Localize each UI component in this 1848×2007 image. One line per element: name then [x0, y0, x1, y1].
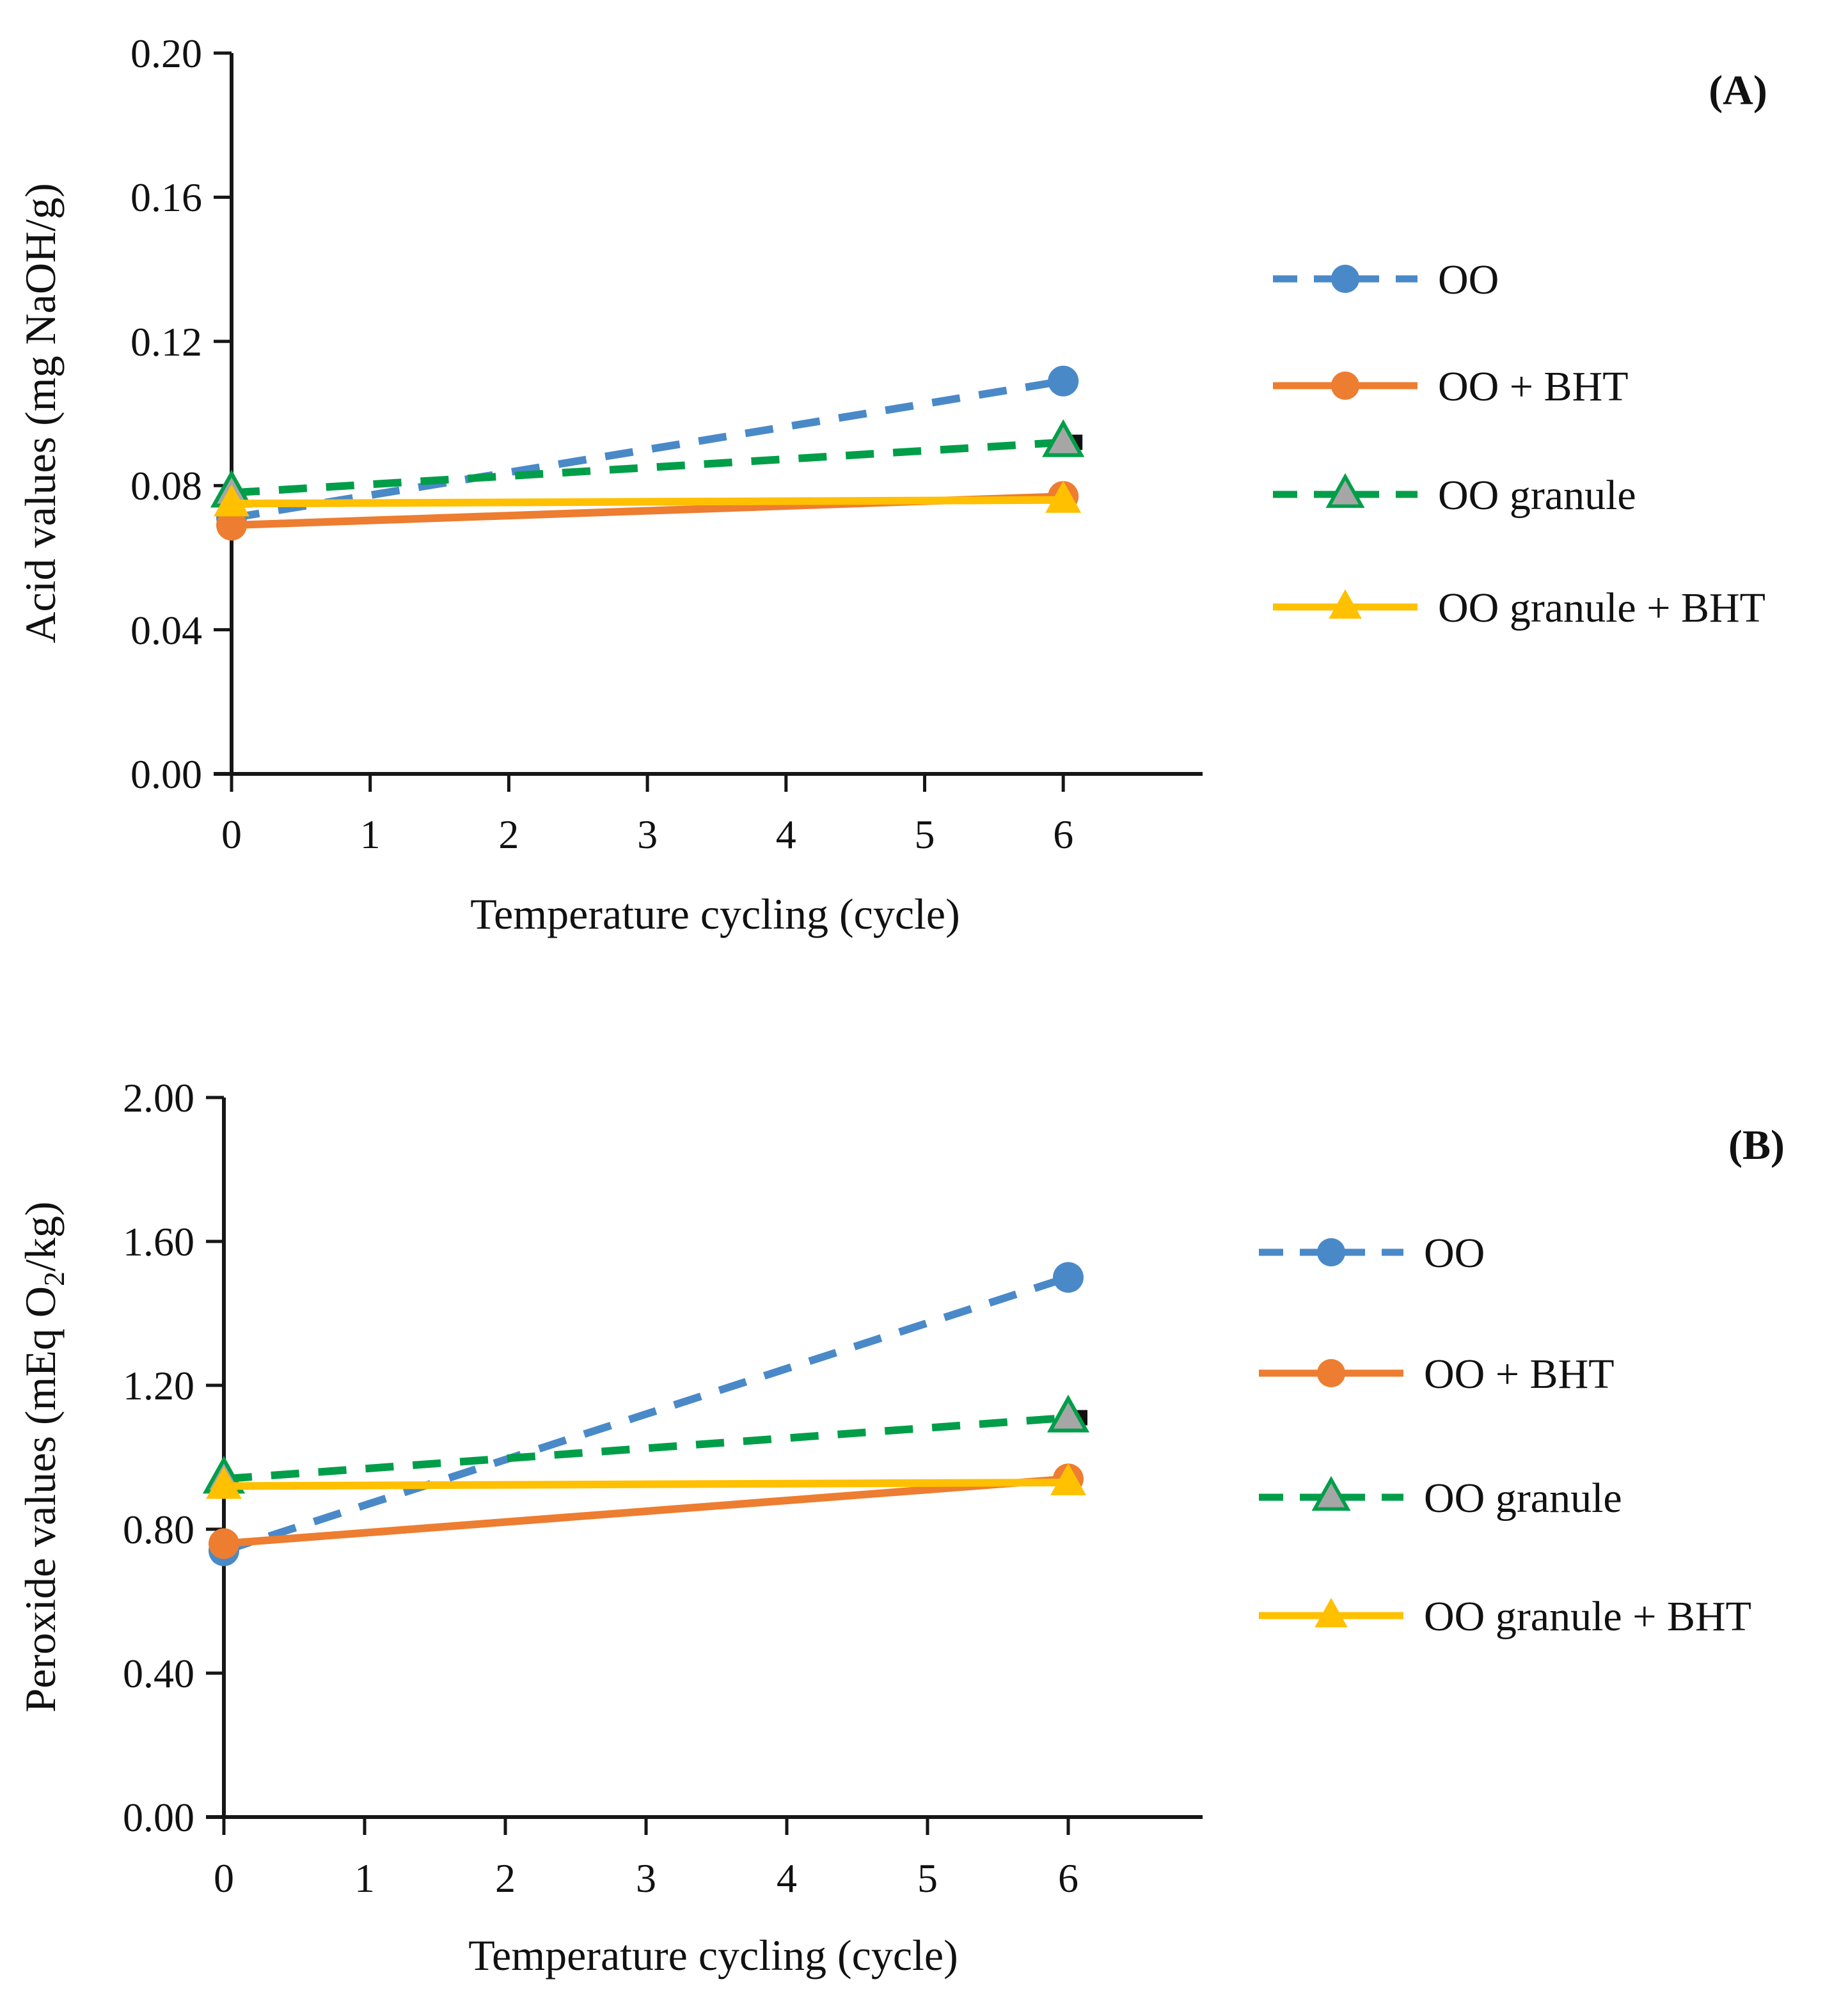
- panel-a-legend: OO OO + BHT OO granule OO granule + BHT: [1273, 256, 1765, 631]
- marker-circle-legend: [1331, 264, 1360, 294]
- panel-a-y-ticks: [214, 51, 232, 776]
- panel-b-xtick-label: 3: [636, 1855, 656, 1901]
- marker-triangle-pt: [1050, 1463, 1086, 1495]
- marker-triangle-pt: [206, 1467, 242, 1499]
- marker-triangle-legend: [1311, 1476, 1351, 1511]
- panel-b-ytick-label: 1.60: [123, 1219, 194, 1264]
- panel-a-ytick-label: 0.00: [130, 752, 202, 797]
- panel-b-legend: OO OO + BHT OO granule OO granule + BHT: [1259, 1230, 1751, 1640]
- legend-label-oo-bht: OO + BHT: [1438, 363, 1629, 410]
- panel-b-x-ticks: [222, 1817, 1070, 1835]
- panel-a-ytick-label: 0.12: [130, 319, 202, 365]
- panel-a-ytick-label: 0.04: [130, 608, 202, 653]
- panel-b-y-ticks: [206, 1096, 224, 1819]
- panel-a-xtick-label: 6: [1053, 812, 1073, 857]
- marker-circle-legend: [1331, 371, 1360, 400]
- panel-a-xtick-label: 1: [360, 812, 381, 857]
- panel-a-ytick-label: 0.08: [130, 463, 202, 508]
- panel-a-legend-samples: [1273, 264, 1418, 619]
- legend-label-oo: OO: [1438, 256, 1499, 303]
- marker-triangle-legend: [1325, 473, 1365, 508]
- marker-circle-pt: [1048, 365, 1079, 397]
- marker-circle-legend: [1316, 1238, 1346, 1267]
- panel-a-letter: (A): [1709, 67, 1767, 114]
- panel-b-y-axis-title: Peroxide values (mEq O2/kg): [16, 1201, 70, 1712]
- panel-b-ytick-label: 2.00: [123, 1075, 194, 1121]
- panel-b-xtick-label: 0: [214, 1855, 234, 1901]
- series-line-2: [223, 1413, 1069, 1483]
- panel-b-ytick-label: 0.00: [123, 1795, 194, 1840]
- panel-a-x-ticks: [230, 774, 1065, 792]
- series-line-0: [223, 1273, 1070, 1555]
- panel-a-x-axis-title: Temperature cycling (cycle): [470, 890, 960, 938]
- series-line-3: [231, 496, 1064, 508]
- panel-a-xtick-label: 0: [221, 812, 242, 857]
- panel-a-xtick-label: 2: [498, 812, 519, 857]
- panel-a-series: [210, 365, 1085, 541]
- panel-a-xtick-label: 4: [776, 812, 796, 857]
- panel-b-x-axis-title: Temperature cycling (cycle): [468, 1931, 958, 1979]
- marker-circle-pt: [216, 510, 247, 541]
- marker-circle-pt: [1053, 1262, 1084, 1293]
- panel-b-ytick-label: 0.40: [123, 1651, 194, 1696]
- panel-b-legend-samples: [1259, 1238, 1403, 1628]
- marker-triangle-pt: [1046, 1394, 1090, 1433]
- marker-triangle-pt: [1042, 419, 1085, 457]
- marker-circle-legend: [1316, 1358, 1346, 1388]
- panel-a-xtick-label: 3: [637, 812, 658, 857]
- panel-b: 2.00 1.60 1.20 0.80 0.40 0.00 0 1 2 3 4 …: [16, 1075, 1785, 1979]
- marker-circle-pt: [209, 1528, 239, 1559]
- series-line-2: [231, 438, 1064, 497]
- series-line-1: [223, 1475, 1069, 1548]
- panel-b-xtick-label: 1: [354, 1855, 375, 1901]
- legend-label-oo: OO: [1424, 1230, 1485, 1277]
- panel-b-xtick-label: 6: [1058, 1855, 1078, 1901]
- panel-b-xtick-label: 4: [777, 1855, 797, 1901]
- panel-b-letter: (B): [1728, 1122, 1785, 1169]
- panel-a: 0.20 0.16 0.12 0.08 0.04 0.00 0 1 2 3 4 …: [16, 31, 1767, 938]
- series-line-3: [223, 1478, 1069, 1490]
- legend-label-oo-granule-bht: OO granule + BHT: [1438, 585, 1765, 631]
- panel-b-xtick-label: 2: [495, 1855, 516, 1901]
- panel-b-ytick-label: 0.80: [123, 1507, 194, 1552]
- panel-a-y-axis-title: Acid values (mg NaOH/g): [16, 183, 65, 643]
- panel-b-xtick-label: 5: [917, 1855, 938, 1901]
- marker-triangle-legend: [1315, 1598, 1348, 1628]
- marker-triangle-pt: [1045, 480, 1082, 513]
- panel-a-xtick-label: 5: [915, 812, 935, 857]
- legend-label-oo-bht: OO + BHT: [1424, 1351, 1615, 1397]
- marker-triangle-pt: [214, 484, 249, 517]
- panel-b-series: [202, 1262, 1090, 1566]
- panel-b-ytick-label: 1.20: [123, 1363, 194, 1408]
- marker-triangle-legend: [1329, 589, 1362, 619]
- panel-a-ytick-label: 0.20: [130, 31, 202, 76]
- panel-a-ytick-label: 0.16: [130, 175, 202, 220]
- legend-label-oo-granule: OO granule: [1424, 1475, 1622, 1522]
- legend-label-oo-granule: OO granule: [1438, 472, 1636, 519]
- legend-label-oo-granule-bht: OO granule + BHT: [1424, 1593, 1751, 1640]
